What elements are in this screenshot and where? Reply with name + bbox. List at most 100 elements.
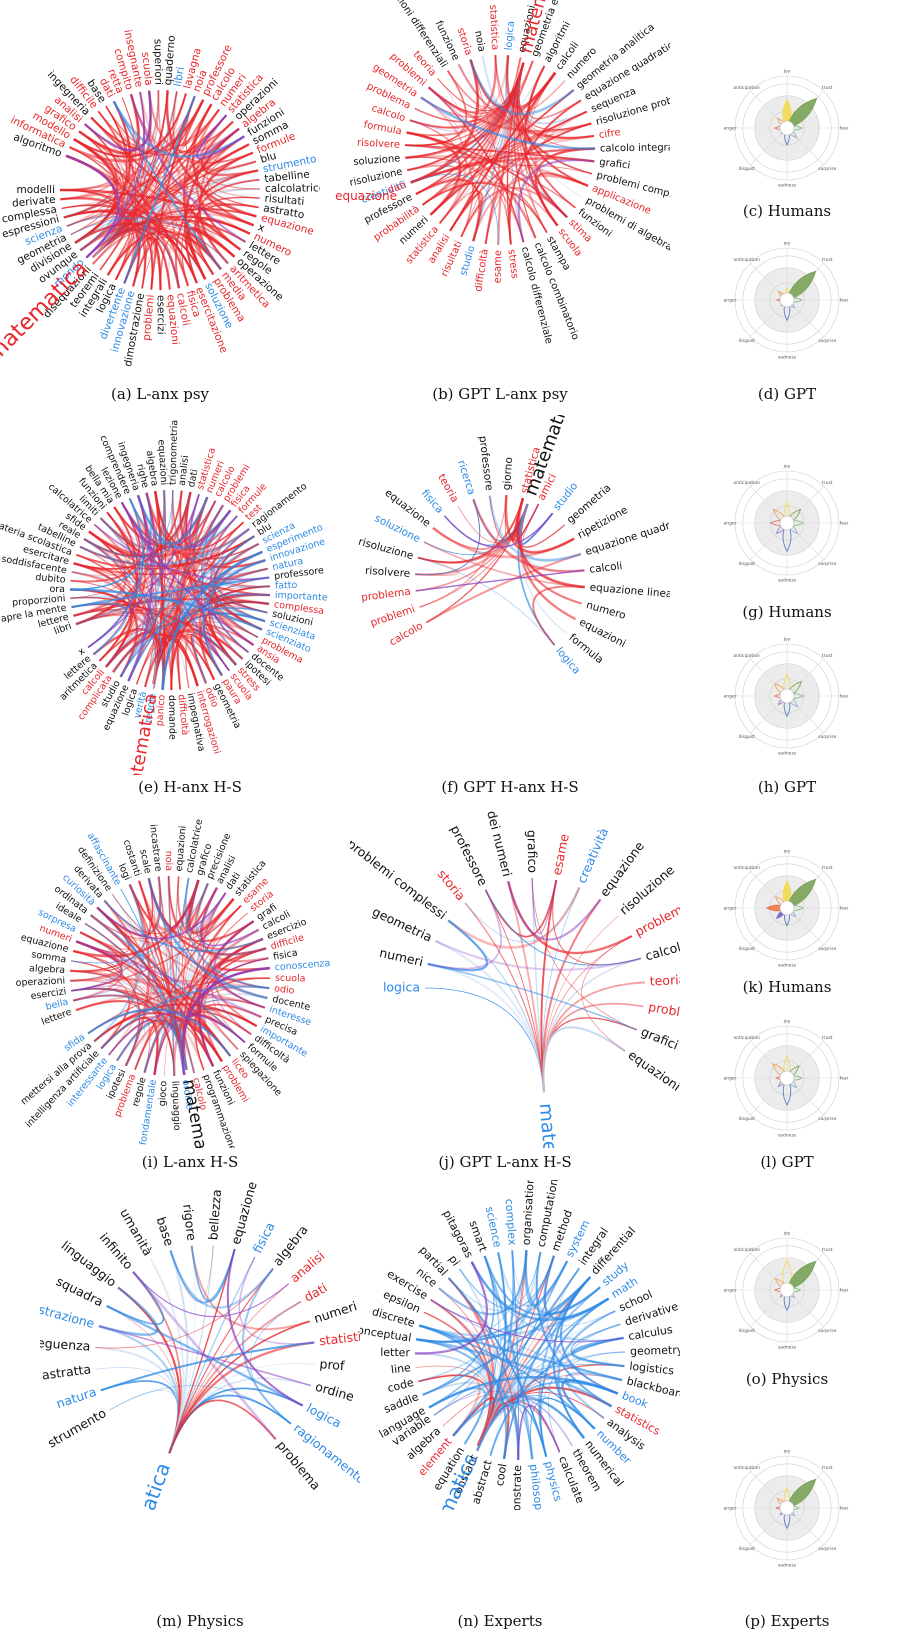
word-link: [75, 576, 270, 626]
word-link: [132, 1271, 290, 1318]
word-label: astrazione: [40, 1300, 97, 1332]
word-link: [410, 59, 480, 184]
word-label: blu: [259, 150, 278, 166]
flower-axis: [750, 1077, 788, 1115]
emotion-label: disgust: [739, 1328, 756, 1334]
emotion-label: sadness: [778, 183, 797, 189]
hub-link: [542, 981, 645, 1093]
network-b: creativitàrisoluzionesoluzionerisolveref…: [335, 0, 670, 345]
emotion-label: anger: [723, 906, 736, 912]
word-link: [71, 940, 123, 992]
emotion-label: anger: [723, 126, 736, 132]
caption-g: (g) Humans: [742, 603, 832, 621]
word-link: [161, 550, 263, 690]
word-label: cool: [493, 1463, 509, 1487]
word-link: [90, 879, 199, 940]
petal-sadness: [782, 522, 792, 553]
word-label: fisica: [272, 948, 298, 963]
word-label: grafici: [599, 157, 631, 172]
word-label: pitagoras: [440, 1208, 476, 1260]
word-label: problemi: [141, 294, 157, 341]
word-link: [70, 876, 161, 982]
petal-trust: [786, 1260, 817, 1291]
word-link: [564, 1371, 623, 1419]
flower-k: joy trust fear surprise sadness disgust anger a…: [723, 849, 848, 969]
caption-k: (k) Humans: [742, 978, 832, 996]
word-link: [93, 523, 270, 581]
word-link: [517, 159, 595, 243]
word-link: [472, 498, 585, 573]
word-link: [154, 490, 245, 551]
emotion-label: surprise: [818, 1328, 836, 1334]
emotion-label: anger: [723, 1288, 736, 1294]
word-link: [109, 1385, 292, 1425]
word-link: [447, 886, 581, 949]
flower-axis: [786, 1289, 824, 1327]
word-label: equazioni: [164, 294, 181, 346]
word-link: [196, 114, 245, 160]
word-label: statistica: [487, 4, 500, 50]
word-link: [200, 120, 259, 176]
word-label: proporzioni: [12, 593, 66, 608]
word-link: [105, 504, 224, 668]
word-link: [188, 879, 235, 935]
word-link: [186, 227, 236, 280]
word-link: [417, 557, 555, 646]
word-label: trigonometria: [168, 420, 181, 485]
hub-link: [424, 987, 545, 1093]
word-link: [504, 495, 575, 554]
word-link: [532, 585, 585, 646]
link-group: [70, 875, 271, 1076]
word-link: [73, 562, 259, 638]
word-link: [103, 900, 264, 952]
word-link: [405, 156, 536, 239]
word-link: [525, 72, 556, 233]
word-label: logistics: [629, 1360, 675, 1378]
word-label: conseguenza: [40, 1333, 91, 1354]
word-link: [148, 90, 240, 154]
word-link: [422, 1276, 592, 1396]
hub-link: [542, 1017, 637, 1093]
word-link: [148, 878, 199, 928]
caption-e: (e) H-anx H-S: [138, 778, 242, 796]
word-link: [120, 501, 255, 646]
flower-axis: [750, 263, 788, 301]
word-link: [73, 608, 237, 666]
flower-center: [779, 1282, 795, 1298]
word-link: [511, 1250, 520, 1461]
word-link: [417, 497, 524, 564]
word-label: x: [256, 221, 266, 234]
word-link: [74, 100, 132, 244]
emotion-label: sadness: [778, 578, 797, 584]
word-link: [158, 876, 195, 1074]
word-link: [208, 528, 250, 653]
word-link: [100, 489, 174, 549]
petal-sadness: [782, 1077, 792, 1106]
flower-h: joy trust fear surprise sadness disgust anger a…: [723, 637, 848, 757]
word-link: [581, 935, 633, 1052]
word-link: [521, 503, 553, 545]
word-link: [242, 1267, 292, 1425]
word-link: [427, 963, 637, 1031]
word-link: [213, 937, 264, 1027]
flower-axis: [786, 522, 824, 560]
word-link: [430, 1298, 493, 1452]
word-link: [464, 1255, 499, 1445]
emotion-label: joy: [783, 241, 791, 247]
link-group: [414, 1250, 626, 1461]
word-label: bella: [45, 996, 70, 1012]
emotion-label: disgust: [739, 1116, 756, 1122]
word-label: calcolatrice: [265, 182, 320, 195]
word-label: creatività: [574, 825, 611, 885]
flower-axis: [750, 1471, 788, 1509]
word-link: [113, 100, 222, 270]
word-link: [145, 492, 166, 690]
word-link: [250, 1301, 302, 1425]
word-label: esercizi: [30, 986, 67, 1002]
word-label: grafici: [639, 1024, 680, 1053]
word-link: [112, 100, 245, 158]
word-label: gioco: [157, 1080, 169, 1106]
network-n: languagesaddlecodelineletterconceptualdi…: [360, 1180, 680, 1510]
word-link: [113, 500, 217, 548]
word-link: [430, 1299, 623, 1381]
